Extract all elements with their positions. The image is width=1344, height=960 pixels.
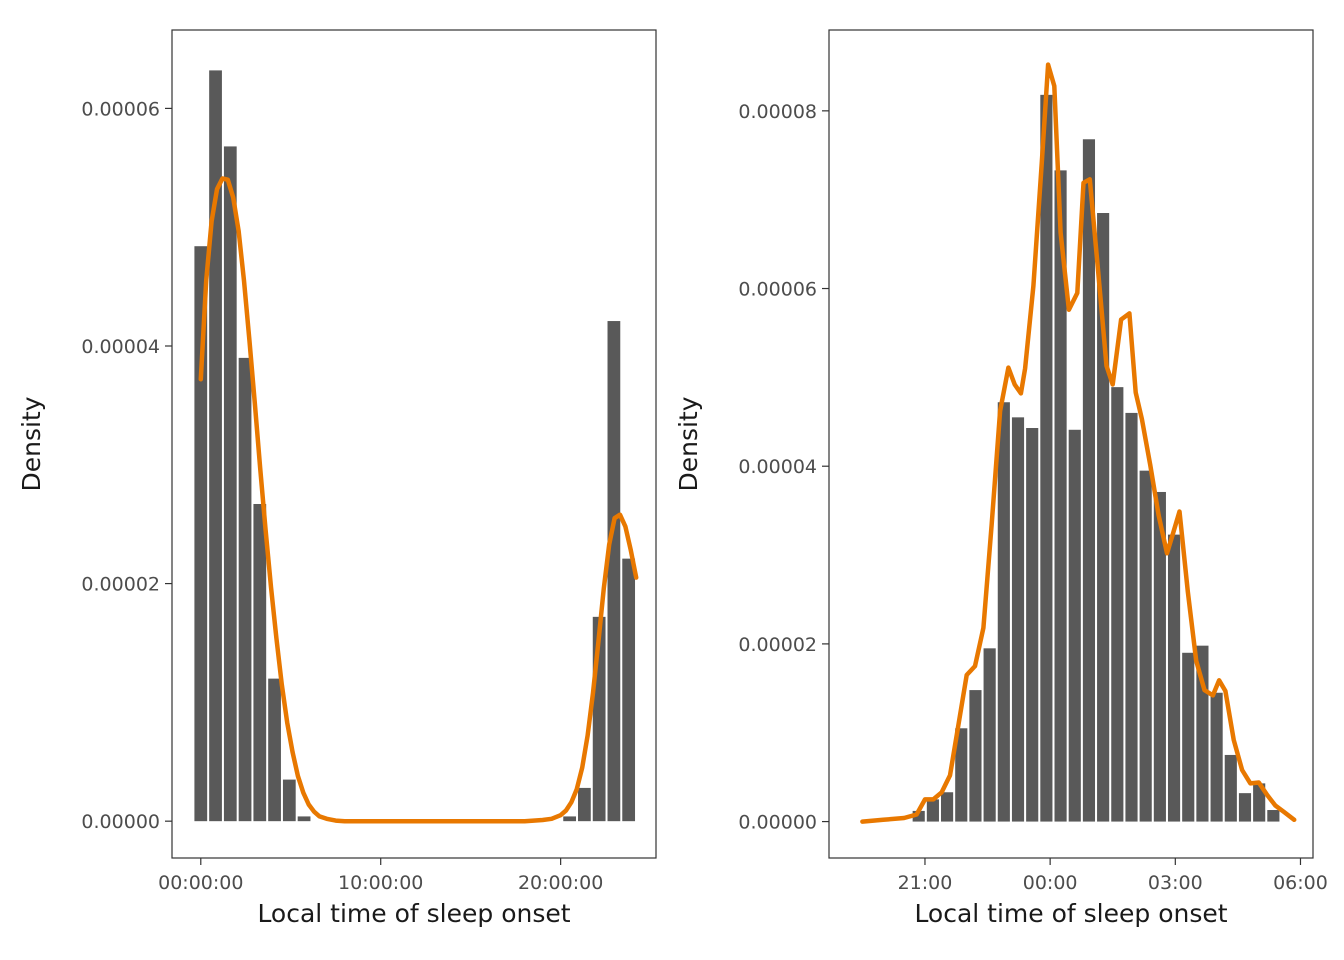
histogram-bar	[1167, 534, 1181, 822]
panel-border	[171, 29, 657, 859]
histogram-bar	[912, 810, 925, 822]
x-tick-label: 00:00	[1023, 872, 1078, 894]
histogram-bar	[1182, 652, 1195, 822]
histogram-bar	[1238, 793, 1252, 822]
histogram-bar	[223, 146, 237, 822]
y-tick-label: 0.00002	[738, 634, 817, 656]
chart-left: 0.00000 0.00002 0.00004 0.00006 00:00:00 10:0…	[17, 29, 657, 928]
chart-right: 0.00000 0.00002 0.00004 0.00006 0.00008 21:00…	[674, 29, 1328, 928]
histogram-bar	[282, 779, 296, 822]
histogram-bar	[238, 357, 252, 822]
x-tick-label: 20:00:00	[518, 872, 603, 894]
y-tick-label: 0.00002	[81, 574, 160, 596]
x-tick-label: 10:00:00	[338, 872, 423, 894]
histogram-bar	[941, 792, 954, 822]
histogram-bar	[983, 648, 996, 822]
density-curve	[198, 176, 639, 824]
y-axis-title: Density	[674, 396, 703, 491]
histogram-bar	[1068, 429, 1081, 822]
x-tick-label: 21:00	[898, 872, 953, 894]
histogram-bar	[578, 787, 591, 822]
histogram-bar	[1111, 387, 1124, 822]
histogram-bar	[997, 402, 1010, 822]
x-axis-title: Local time of sleep onset	[914, 899, 1227, 928]
histogram-bar	[1026, 428, 1039, 822]
y-axis-title: Density	[17, 396, 46, 491]
histogram-bar	[1139, 470, 1152, 822]
y-tick-label: 0.00000	[81, 811, 160, 833]
histogram-bar	[1210, 692, 1223, 822]
histogram-bar	[1011, 417, 1025, 822]
x-tick-label: 06:00	[1273, 872, 1328, 894]
panel-border	[828, 29, 1314, 859]
y-tick-label: 0.00008	[738, 101, 817, 123]
histogram-bar	[1040, 94, 1053, 822]
histogram-bar	[1054, 170, 1067, 822]
y-tick-label: 0.00000	[738, 812, 817, 834]
x-axis-title: Local time of sleep onset	[257, 899, 570, 928]
histogram-bar	[955, 728, 968, 822]
histogram-bar	[194, 246, 208, 822]
histogram-bar	[969, 690, 982, 822]
histogram-bar	[563, 816, 577, 822]
histogram-bar	[1082, 139, 1096, 822]
y-tick-label: 0.00006	[738, 279, 817, 301]
x-tick-label: 00:00:00	[158, 872, 243, 894]
density-curve	[860, 62, 1297, 824]
histogram-bar	[209, 70, 222, 822]
histogram-bar	[1267, 810, 1280, 822]
histogram-bar	[297, 816, 311, 822]
histogram-bar	[1224, 754, 1237, 822]
panel-background	[172, 30, 656, 858]
histogram-bar	[607, 321, 621, 822]
histogram-bar	[1253, 783, 1266, 822]
y-tick-label: 0.00004	[738, 456, 817, 478]
histogram-bar	[622, 558, 636, 822]
histogram-bar	[1153, 491, 1166, 822]
y-tick-label: 0.00004	[81, 336, 160, 358]
y-tick-label: 0.00006	[81, 98, 160, 120]
histogram-bar	[253, 503, 267, 822]
histogram-bar	[268, 678, 281, 822]
x-tick-label: 03:00	[1148, 872, 1203, 894]
histogram-bar	[1125, 412, 1138, 822]
histogram-bar	[926, 799, 939, 822]
